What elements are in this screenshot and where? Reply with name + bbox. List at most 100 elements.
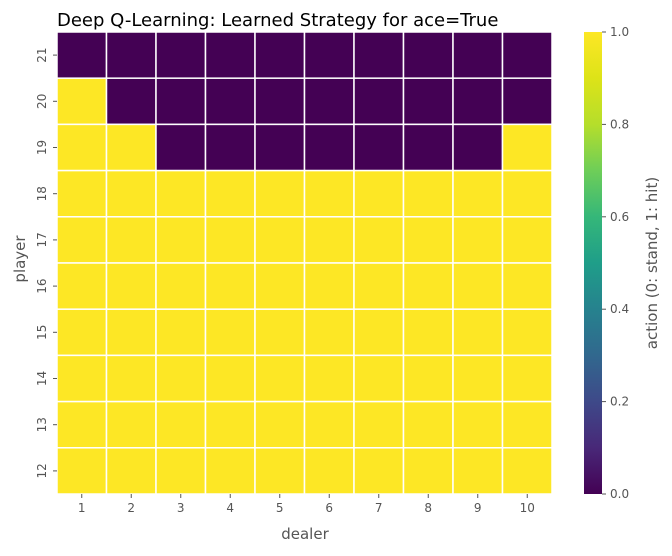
heatmap-cell bbox=[303, 400, 355, 449]
heatmap-cell bbox=[155, 262, 207, 310]
heatmap-cell bbox=[155, 216, 207, 264]
heatmap-cell bbox=[501, 262, 553, 310]
heatmap-cell bbox=[452, 31, 504, 79]
colorbar-tick-label: 0.0 bbox=[610, 487, 629, 501]
y-tick-label: 12 bbox=[35, 463, 49, 478]
heatmap-cell bbox=[501, 216, 553, 264]
heatmap-cell bbox=[56, 216, 108, 264]
heatmap-cell bbox=[204, 262, 256, 310]
heatmap-cell bbox=[204, 354, 256, 403]
heatmap-cell bbox=[155, 31, 207, 79]
heatmap-cell bbox=[56, 400, 108, 449]
heatmap-cell bbox=[56, 447, 108, 495]
heatmap-cell bbox=[56, 354, 108, 403]
heatmap-cell bbox=[353, 354, 405, 403]
heatmap-cell bbox=[254, 447, 306, 495]
heatmap-cell bbox=[56, 262, 108, 310]
x-tick-label: 2 bbox=[127, 501, 135, 515]
heatmap-cell bbox=[204, 447, 256, 495]
colorbar-tick-label: 0.2 bbox=[610, 395, 629, 409]
heatmap-cell bbox=[105, 31, 157, 79]
colorbar-gradient bbox=[584, 32, 602, 494]
y-axis-label: player bbox=[11, 235, 29, 283]
heatmap-cell bbox=[105, 308, 157, 357]
heatmap-cell bbox=[402, 447, 454, 495]
y-tick-label: 17 bbox=[35, 232, 49, 247]
y-tick-label: 20 bbox=[35, 94, 49, 109]
heatmap-cell bbox=[56, 169, 108, 218]
heatmap-cell bbox=[254, 31, 306, 79]
heatmap-cell bbox=[452, 354, 504, 403]
heatmap-cell bbox=[501, 354, 553, 403]
heatmap-cell bbox=[105, 447, 157, 495]
y-axis-ticks: 21 20 19 18 17 16 15 14 13 12 bbox=[35, 47, 57, 479]
heatmap-cell bbox=[204, 308, 256, 357]
x-tick-label: 3 bbox=[177, 501, 185, 515]
heatmap-cell bbox=[402, 123, 454, 172]
heatmap-cell bbox=[155, 77, 207, 126]
heatmap-cell bbox=[402, 169, 454, 218]
heatmap-cell bbox=[452, 447, 504, 495]
heatmap-cell bbox=[353, 123, 405, 172]
heatmap-cell bbox=[303, 169, 355, 218]
heatmap-cell bbox=[303, 447, 355, 495]
heatmap-cell bbox=[501, 400, 553, 449]
heatmap-cell bbox=[501, 308, 553, 357]
colorbar-tick-label: 1.0 bbox=[610, 25, 629, 39]
x-tick-label: 5 bbox=[276, 501, 284, 515]
heatmap-cell bbox=[452, 216, 504, 264]
y-tick-label: 18 bbox=[35, 186, 49, 201]
heatmap-cell bbox=[353, 77, 405, 126]
colorbar-tick-label: 0.6 bbox=[610, 210, 629, 224]
heatmap-cell bbox=[105, 123, 157, 172]
heatmap-cell bbox=[353, 308, 405, 357]
heatmap-cell bbox=[254, 216, 306, 264]
x-tick-label: 9 bbox=[474, 501, 482, 515]
heatmap-cell bbox=[204, 400, 256, 449]
heatmap-cell bbox=[254, 262, 306, 310]
heatmap-cell bbox=[155, 123, 207, 172]
heatmap-cell bbox=[353, 31, 405, 79]
heatmap-cell bbox=[501, 123, 553, 172]
heatmap-cell bbox=[155, 447, 207, 495]
colorbar: 0.0 0.2 0.4 0.6 0.8 1.0 action (0: stand, 1: … bbox=[584, 25, 661, 501]
chart-title: Deep Q-Learning: Learned Strategy for ac… bbox=[57, 10, 498, 31]
heatmap-cell bbox=[402, 31, 454, 79]
heatmap-cell bbox=[204, 31, 256, 79]
heatmap-cell bbox=[501, 31, 553, 79]
heatmap-cell bbox=[452, 262, 504, 310]
heatmap-cell bbox=[303, 262, 355, 310]
heatmap-cell bbox=[353, 400, 405, 449]
heatmap-cell bbox=[56, 77, 108, 126]
heatmap-cells bbox=[56, 31, 553, 495]
heatmap-cell bbox=[105, 400, 157, 449]
heatmap-cell bbox=[155, 169, 207, 218]
x-axis-ticks: 1 2 3 4 5 6 7 8 9 10 bbox=[78, 494, 535, 515]
heatmap-cell bbox=[353, 169, 405, 218]
heatmap-cell bbox=[353, 262, 405, 310]
y-tick-label: 13 bbox=[35, 417, 49, 432]
heatmap-cell bbox=[254, 354, 306, 403]
x-axis-label: dealer bbox=[281, 525, 329, 543]
y-tick-label: 15 bbox=[35, 325, 49, 340]
heatmap-cell bbox=[204, 216, 256, 264]
y-tick-label: 14 bbox=[35, 371, 49, 386]
y-tick-label: 16 bbox=[35, 278, 49, 293]
heatmap-cell bbox=[452, 308, 504, 357]
heatmap-cell bbox=[452, 169, 504, 218]
y-tick-label: 21 bbox=[35, 47, 49, 62]
x-tick-label: 6 bbox=[325, 501, 333, 515]
heatmap-cell bbox=[56, 308, 108, 357]
heatmap-cell bbox=[402, 354, 454, 403]
heatmap-cell bbox=[254, 308, 306, 357]
heatmap-cell bbox=[501, 447, 553, 495]
heatmap-cell bbox=[501, 77, 553, 126]
heatmap-cell bbox=[254, 169, 306, 218]
heatmap-cell bbox=[353, 447, 405, 495]
heatmap-cell bbox=[56, 123, 108, 172]
heatmap-cell bbox=[303, 216, 355, 264]
heatmap-cell bbox=[105, 169, 157, 218]
heatmap-cell bbox=[254, 123, 306, 172]
